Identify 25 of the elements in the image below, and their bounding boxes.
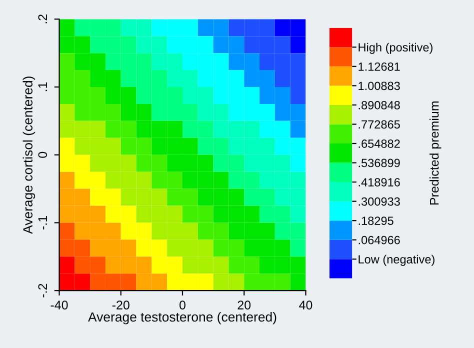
y-tick-label: -.2	[38, 284, 47, 298]
y-tick-label: -.1	[38, 216, 47, 230]
color-bar-label: .18295	[358, 216, 394, 225]
color-bar-label: .064966	[358, 236, 400, 244]
y-tick-label: 0	[38, 152, 48, 158]
y-tick-label: .1	[38, 82, 47, 92]
color-bar-label: .536899	[358, 158, 400, 168]
x-tick-label: -40	[50, 300, 68, 310]
y-tick-label: .2	[38, 14, 47, 24]
color-bar-label: .654882	[358, 140, 400, 148]
color-bar-label: .418916	[358, 178, 400, 186]
color-bar-label: High (positive)	[358, 42, 432, 54]
x-tick-label: -20	[112, 300, 130, 310]
y-axis-title: Average cortisol (centered)	[22, 76, 36, 234]
color-bar-label: .300933	[358, 197, 400, 206]
x-tick-label: 20	[238, 300, 251, 310]
color-bar-label: 1.00883	[358, 82, 400, 90]
color-bar-label: 1.12681	[358, 62, 400, 71]
x-tick-label: 40	[299, 300, 312, 310]
x-axis-title: Average testosterone (centered)	[88, 312, 276, 324]
color-bar-label: .890848	[358, 100, 400, 110]
color-bar-label: Low (negative)	[358, 254, 434, 266]
color-bar-title: Predicted premium	[430, 101, 442, 205]
x-tick-label: 0	[180, 300, 186, 310]
color-bar-label: .772865	[358, 120, 400, 129]
